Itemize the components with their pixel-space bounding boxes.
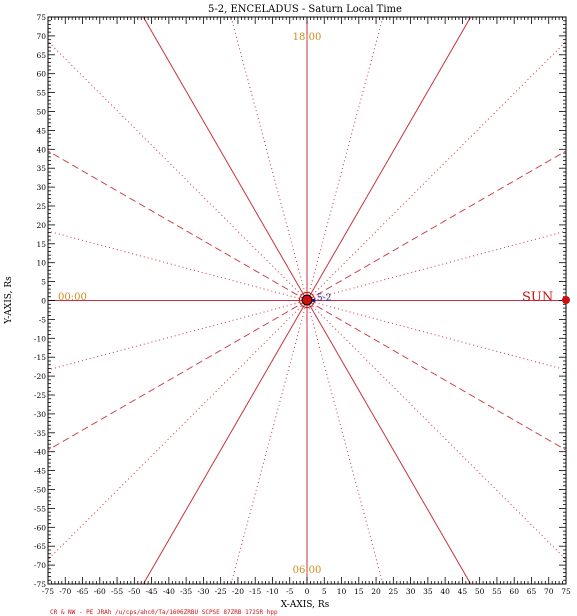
x-tick-label: 5 bbox=[322, 587, 327, 596]
radial-line-solid-300 bbox=[306, 300, 472, 585]
y-tick-label: -45 bbox=[34, 467, 46, 476]
radial-line-dotted-345 bbox=[306, 300, 567, 371]
radial-line-dotted-225 bbox=[47, 300, 308, 560]
y-tick-label: -25 bbox=[34, 391, 46, 400]
x-axis-label: X-AXIS, Rs bbox=[281, 600, 330, 610]
y-tick-label: -20 bbox=[34, 372, 46, 381]
y-tick-label: -65 bbox=[34, 542, 46, 551]
x-tick-label: 30 bbox=[406, 587, 416, 596]
x-tick-label: 35 bbox=[423, 587, 433, 596]
x-axis-ticks: -75 -70 -65 -60 -55 -50 -45 -40 -35 -30 -25 -20 -15-… bbox=[42, 17, 571, 596]
x-tick-label: 0 bbox=[305, 587, 310, 596]
x-tick-label: -15 bbox=[249, 587, 261, 596]
radial-line-solid-60 bbox=[306, 16, 472, 301]
radial-line-dashed-210 bbox=[47, 300, 308, 451]
x-tick-label: -5 bbox=[286, 587, 294, 596]
y-tick-label: 55 bbox=[36, 89, 46, 98]
local-time-label-00: 00:00 bbox=[58, 292, 87, 303]
chart-title: 5-2, ENCELADUS - Saturn Local Time bbox=[208, 4, 402, 15]
x-tick-label: -50 bbox=[128, 587, 140, 596]
x-tick-label: -60 bbox=[94, 587, 106, 596]
y-tick-label: 50 bbox=[36, 108, 46, 117]
y-tick-label: -50 bbox=[34, 486, 46, 495]
y-tick-label: -40 bbox=[34, 448, 46, 457]
x-tick-label: 75 bbox=[561, 587, 571, 596]
x-tick-label: 55 bbox=[492, 587, 502, 596]
y-tick-label: 75 bbox=[36, 13, 46, 22]
y-axis-ticks: 757065605550454035302520151050-5-10-15-2… bbox=[34, 13, 566, 589]
y-tick-label: -70 bbox=[34, 561, 46, 570]
y-tick-label: -15 bbox=[34, 353, 46, 362]
spacecraft-label: 5-2 bbox=[317, 294, 332, 304]
y-tick-label: 10 bbox=[36, 259, 46, 268]
radial-line-dotted-75 bbox=[306, 16, 384, 301]
y-axis-label: Y-AXIS, Rs bbox=[4, 276, 14, 325]
x-tick-label: -35 bbox=[180, 587, 192, 596]
radial-line-dotted-195 bbox=[47, 300, 308, 371]
x-tick-label: -55 bbox=[111, 587, 123, 596]
radial-line-dotted-255 bbox=[230, 300, 308, 585]
y-tick-label: -35 bbox=[34, 429, 46, 438]
local-time-label-18: 18:00 bbox=[293, 32, 322, 43]
radial-line-dotted-315 bbox=[306, 300, 567, 560]
radial-line-dotted-105 bbox=[230, 16, 308, 301]
sun-icon bbox=[562, 296, 570, 304]
x-tick-label: -25 bbox=[215, 587, 227, 596]
x-tick-label: -75 bbox=[42, 587, 54, 596]
x-tick-label: 15 bbox=[354, 587, 364, 596]
saturn-icon bbox=[301, 294, 313, 306]
y-tick-label: 20 bbox=[36, 221, 46, 230]
x-tick-label: 45 bbox=[458, 587, 468, 596]
radial-line-dotted-45 bbox=[306, 41, 567, 301]
x-tick-label: -45 bbox=[146, 587, 158, 596]
radial-line-dashed-30 bbox=[306, 150, 567, 301]
x-tick-label: 60 bbox=[509, 587, 519, 596]
x-tick-label: -65 bbox=[76, 587, 88, 596]
footer-text: CR & NW - PE JRAh /u/cps/ahc0/Ta/1606ZRB… bbox=[50, 609, 278, 616]
y-tick-label: 65 bbox=[36, 51, 46, 60]
radial-line-dashed-330 bbox=[306, 300, 567, 451]
y-tick-label: 0 bbox=[41, 297, 46, 306]
x-tick-label: -30 bbox=[197, 587, 209, 596]
y-tick-label: 5 bbox=[41, 278, 46, 287]
x-tick-label: -40 bbox=[163, 587, 175, 596]
y-tick-label: -5 bbox=[39, 315, 47, 324]
y-tick-label: -55 bbox=[34, 504, 46, 513]
y-tick-label: 35 bbox=[36, 164, 46, 173]
y-tick-label: 25 bbox=[36, 202, 46, 211]
local-time-label-06: 06:00 bbox=[293, 565, 322, 576]
y-tick-label: 15 bbox=[36, 240, 46, 249]
radial-line-dashed-150 bbox=[47, 150, 308, 301]
sun-label: SUN bbox=[522, 290, 553, 305]
x-tick-label: -70 bbox=[59, 587, 71, 596]
y-tick-label: -10 bbox=[34, 334, 46, 343]
radial-line-dotted-135 bbox=[47, 41, 308, 301]
spacecraft-marker bbox=[312, 299, 316, 302]
y-tick-label: -30 bbox=[34, 410, 46, 419]
radial-line-dotted-165 bbox=[47, 230, 308, 301]
x-tick-label: -20 bbox=[232, 587, 244, 596]
y-tick-label: 30 bbox=[36, 183, 46, 192]
radial-line-solid-240 bbox=[142, 300, 308, 585]
x-tick-label: 20 bbox=[371, 587, 381, 596]
radial-line-dotted-285 bbox=[306, 300, 384, 585]
x-tick-label: 10 bbox=[337, 587, 347, 596]
y-tick-label: -60 bbox=[34, 523, 46, 532]
x-tick-label: -10 bbox=[266, 587, 278, 596]
x-tick-label: 50 bbox=[475, 587, 485, 596]
y-tick-label: 40 bbox=[36, 145, 46, 154]
y-tick-label: -75 bbox=[34, 580, 46, 589]
radial-line-solid-120 bbox=[142, 16, 308, 301]
x-tick-label: 70 bbox=[544, 587, 554, 596]
y-tick-label: 60 bbox=[36, 70, 46, 79]
x-tick-label: 65 bbox=[527, 587, 537, 596]
y-tick-label: 70 bbox=[36, 32, 46, 41]
y-tick-label: 45 bbox=[36, 126, 46, 135]
radial-line-dotted-15 bbox=[306, 230, 567, 301]
x-tick-label: 40 bbox=[440, 587, 450, 596]
x-tick-label: 25 bbox=[389, 587, 399, 596]
radial-lines bbox=[47, 16, 567, 585]
